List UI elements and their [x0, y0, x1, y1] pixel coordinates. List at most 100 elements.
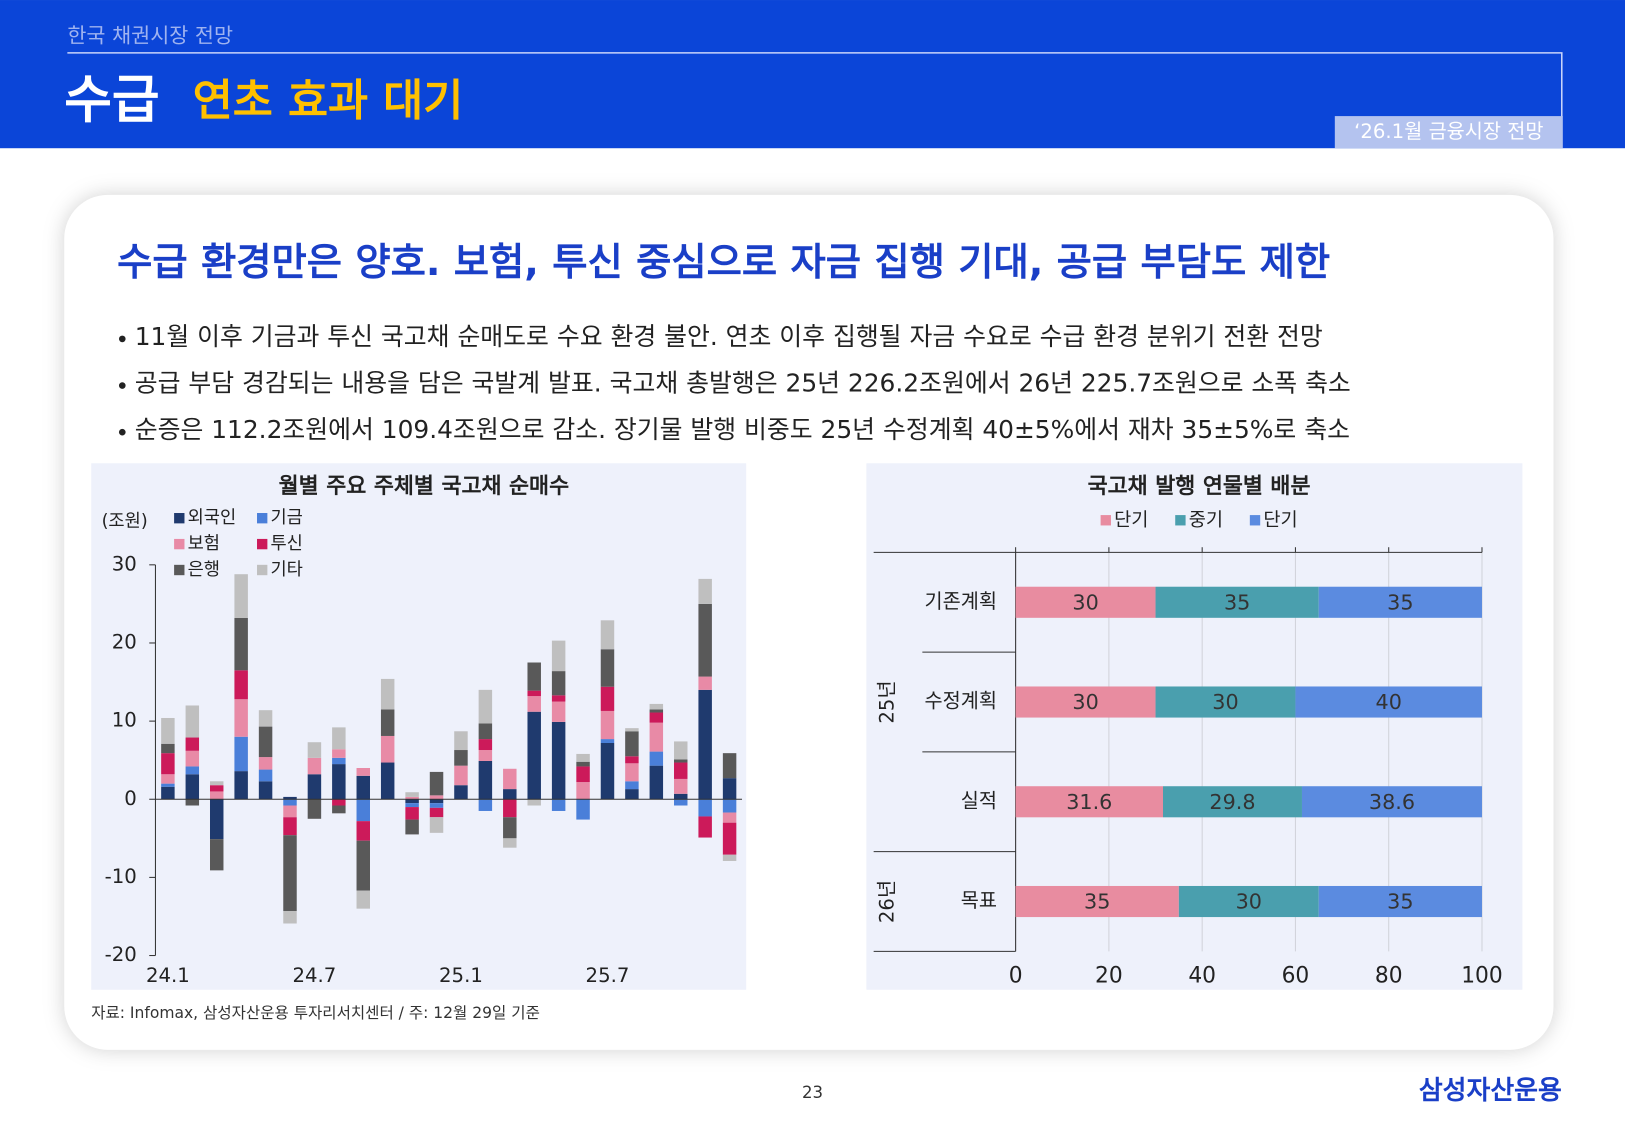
bar-segment: [258, 757, 273, 770]
bar-segment: [405, 807, 419, 820]
bar-segment: [283, 805, 297, 818]
legend-swatch: [1249, 515, 1261, 526]
bar-segment: [551, 721, 566, 800]
header-rule: [67, 52, 1563, 118]
bar-segment: [234, 670, 248, 700]
category-label: 수정계획: [925, 690, 997, 713]
bullet-text: 순증은 112.2조원에서 109.4조원으로 감소. 장기물 발행 비중도 2…: [135, 415, 1350, 444]
bar-segment: [332, 764, 346, 800]
bar-segment: [185, 774, 200, 800]
bar-segment: [405, 796, 419, 800]
bar-segment: [185, 737, 200, 751]
bar-segment: [649, 765, 664, 800]
bar-segment: [1318, 885, 1482, 918]
bar-segment: [1295, 686, 1482, 718]
bar-segment: [600, 710, 615, 740]
bar-segment: [722, 799, 737, 813]
bar-segment: [698, 799, 712, 817]
bar-segment: [551, 701, 566, 722]
bar-segment: [649, 722, 664, 752]
bar-segment: [503, 768, 517, 790]
bar-segment: [1162, 786, 1302, 818]
bar-segment: [674, 741, 688, 760]
y-tick-label: -20: [105, 943, 137, 966]
bullet-dot: [118, 428, 126, 436]
bar-segment: [551, 640, 566, 672]
x-tick-label: 20: [1095, 963, 1123, 988]
bar-segment: [1318, 586, 1482, 618]
legend-label: 보험: [188, 534, 220, 554]
bar-segment: [185, 766, 200, 775]
bar-segment: [429, 807, 444, 818]
bar-segment: [527, 711, 541, 800]
bar-segment: [600, 649, 615, 687]
legend-swatch: [257, 513, 268, 524]
bar-segment: [429, 771, 444, 796]
bar-segment: [625, 789, 639, 800]
bar-segment: [1015, 686, 1156, 718]
bar-segment: [551, 695, 566, 702]
data-label: 30: [1072, 690, 1098, 714]
bar-segment: [576, 782, 590, 800]
bar-segment: [429, 799, 444, 804]
bar-segment: [698, 689, 712, 800]
bar-segment: [674, 793, 688, 800]
bar-segment: [551, 799, 566, 811]
bar-segment: [405, 792, 419, 797]
bar-segment: [649, 703, 664, 710]
bar-segment: [478, 750, 493, 761]
group-label: 26년: [876, 880, 899, 923]
bar-segment: [161, 717, 175, 744]
bullet-dot: [118, 335, 126, 343]
bar-segment: [600, 739, 615, 743]
bar-segment: [209, 791, 224, 800]
data-label: 35: [1084, 890, 1110, 914]
page-number: 23: [802, 1083, 823, 1102]
legend-label: 외국인: [188, 508, 237, 528]
bar-segment: [698, 816, 712, 838]
report-label: ‘26.1월 금융시장 전망: [1354, 120, 1543, 143]
bar-segment: [307, 742, 322, 758]
data-label: 30: [1212, 690, 1238, 714]
y-axis-label: (조원): [102, 511, 148, 531]
legend-label: 단기: [1263, 510, 1297, 531]
bar-segment: [332, 749, 346, 758]
company-logo: 삼성자산운용: [1419, 1076, 1562, 1106]
bar-segment: [625, 728, 639, 732]
bar-segment: [478, 799, 493, 811]
bar-segment: [1155, 686, 1296, 718]
bar-segment: [600, 742, 615, 800]
x-tick-label: 60: [1282, 963, 1310, 988]
bar-segment: [429, 795, 444, 800]
bar-segment: [332, 799, 346, 806]
section-subtitle: 연초 효과 대기: [193, 77, 464, 127]
bar-segment: [234, 736, 248, 772]
bar-segment: [625, 731, 639, 757]
bar-segment: [283, 796, 297, 800]
bar-segment: [576, 766, 590, 783]
bar-segment: [185, 705, 200, 738]
bar-segment: [600, 686, 615, 711]
bar-segment: [356, 821, 371, 841]
bar-segment: [1155, 586, 1319, 618]
bullet-list: 11월 이후 기금과 투신 국고채 순매도로 수요 환경 불안. 연초 이후 집…: [118, 322, 1351, 444]
bar-segment: [209, 839, 224, 871]
bar-segment: [1178, 885, 1319, 918]
legend-label: 단기: [1114, 510, 1148, 531]
bar-segment: [283, 910, 297, 924]
bar-segment: [503, 799, 517, 818]
y-tick-label: -10: [105, 865, 137, 888]
bar-segment: [234, 574, 248, 618]
category-label: 목표: [961, 889, 997, 912]
bullet-text: 11월 이후 기금과 투신 국고채 순매도로 수요 환경 불안. 연초 이후 집…: [135, 322, 1323, 351]
bar-segment: [478, 739, 493, 751]
bar-segment: [283, 817, 297, 836]
bar-segment: [698, 603, 712, 677]
bar-segment: [527, 799, 541, 806]
bar-segment: [649, 709, 664, 713]
section-label: 한국 채권시장 전망: [67, 23, 233, 47]
bar-segment: [1015, 786, 1163, 818]
bar-segment: [380, 678, 395, 710]
bar-segment: [307, 757, 322, 775]
bar-segment: [332, 727, 346, 750]
